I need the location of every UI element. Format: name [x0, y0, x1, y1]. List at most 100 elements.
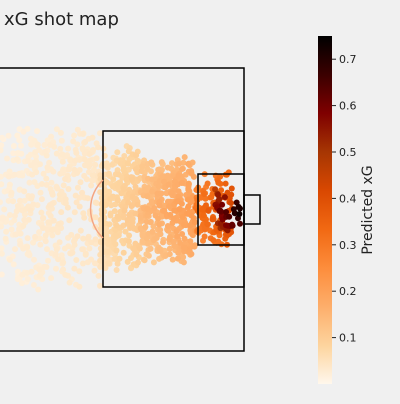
shot-point [159, 173, 166, 180]
shot-point [20, 128, 27, 135]
shot-point [82, 251, 89, 258]
shot-point [92, 236, 99, 243]
shot-point [204, 221, 211, 228]
shot-point [1, 206, 8, 213]
shot-point [209, 191, 216, 198]
shot-point [46, 202, 53, 209]
shot-point [60, 259, 67, 266]
shot-point [62, 271, 69, 278]
shot-point [66, 217, 73, 224]
shot-point [65, 186, 72, 192]
shot-point [19, 271, 26, 278]
shot-point [56, 196, 63, 203]
shot-point [137, 214, 144, 221]
shot-point [0, 181, 5, 188]
shot-point [168, 190, 174, 197]
shot-point [71, 265, 78, 272]
shot-point [111, 255, 118, 262]
colorbar-tick-label: 0.2 [339, 285, 357, 298]
shot-point [33, 153, 39, 160]
shot-point [16, 137, 23, 144]
shot-point [170, 215, 177, 222]
shot-point [84, 195, 91, 202]
shot-point [24, 276, 31, 283]
shot-point [74, 233, 81, 240]
shot-point [59, 158, 66, 165]
shot-point [11, 171, 18, 178]
shot-point [66, 279, 73, 286]
shot-point [151, 205, 158, 212]
shot-point [43, 181, 50, 188]
colorbar-tick-label: 0.7 [339, 53, 357, 66]
shot-point [165, 227, 172, 234]
shot-point [74, 141, 81, 148]
shot-point [114, 197, 121, 204]
shot-point [210, 237, 217, 244]
shot-point [138, 168, 145, 175]
shot-point [79, 189, 86, 196]
shot-point [128, 224, 135, 231]
shot-point [0, 142, 5, 149]
shot-point [70, 138, 77, 145]
shot-point [0, 245, 5, 252]
colorbar-tick-label: 0.6 [339, 100, 357, 113]
shot-point [180, 254, 187, 261]
shot-point [0, 173, 4, 180]
shot-point [191, 219, 198, 226]
shot-point [31, 159, 38, 166]
shot-point [8, 226, 15, 233]
shot-point [28, 195, 35, 202]
shot-point [37, 241, 44, 248]
shot-point [14, 268, 21, 275]
colorbar-label: Predicted xG [360, 165, 376, 254]
shot-point [160, 239, 166, 246]
shot-point [73, 257, 80, 263]
shot-point [38, 209, 45, 216]
shot-point [23, 244, 30, 251]
shot-point [34, 141, 41, 148]
shot-point [0, 271, 5, 278]
shot-point [155, 183, 162, 190]
shot-point [6, 256, 13, 263]
shot-point [181, 235, 188, 242]
shot-point [62, 196, 69, 203]
shot-point [21, 216, 28, 223]
shot-point [21, 188, 28, 195]
shot-point [44, 164, 51, 171]
shot-point [109, 161, 116, 168]
shot-point [52, 251, 59, 258]
shot-point [229, 222, 236, 229]
shot-point [51, 143, 58, 150]
shot-point [0, 134, 5, 141]
shot-point [10, 261, 17, 268]
shot-point [71, 209, 78, 216]
shot-point [36, 147, 42, 153]
shot-point [53, 185, 60, 191]
shot-point [105, 236, 112, 243]
shot-point [76, 268, 83, 275]
shot-point [181, 154, 188, 161]
shot-point [144, 193, 151, 200]
shot-point [120, 249, 127, 256]
shot-point [133, 152, 140, 159]
shot-point [82, 138, 89, 145]
shot-point [133, 251, 140, 258]
shot-point [181, 222, 188, 228]
shot-point [150, 259, 157, 266]
shot-point [171, 207, 178, 214]
shot-point [44, 226, 51, 233]
shot-point [216, 196, 223, 203]
shot-point [74, 184, 81, 191]
shot-point [14, 156, 21, 163]
shot-point [42, 232, 49, 239]
shot-point [77, 227, 84, 234]
shot-point [33, 169, 40, 176]
shot-point [179, 166, 186, 172]
shot-point [34, 183, 41, 189]
shot-point [116, 180, 123, 187]
shot-point [39, 181, 45, 187]
shot-point [90, 147, 97, 153]
shot-point [12, 246, 18, 253]
shot-point [8, 189, 15, 196]
